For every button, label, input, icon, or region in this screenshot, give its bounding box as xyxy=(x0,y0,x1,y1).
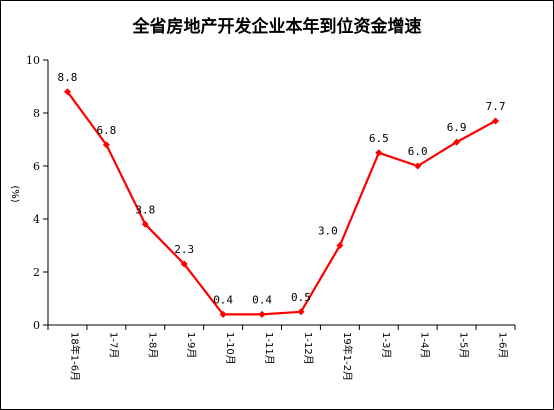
data-label: 3.0 xyxy=(318,225,338,238)
plot-area: 0 2 4 6 8 10 18年1-6月 1-7月 1-8月 1-9月 1-10月 1-11月 1-1… xyxy=(26,54,516,381)
data-label: 0.5 xyxy=(291,291,311,304)
x-tick-label: 1-3月 xyxy=(380,332,392,358)
data-point xyxy=(63,88,71,96)
data-label: 0.4 xyxy=(252,293,272,306)
data-point xyxy=(102,141,110,149)
data-point xyxy=(492,117,500,125)
x-tick-label: 19年1-2月 xyxy=(341,332,354,381)
x-tick-label: 1-4月 xyxy=(419,332,431,358)
y-axis: 0 2 4 6 8 10 xyxy=(26,54,49,332)
x-tick-label: 18年1-6月 xyxy=(68,332,81,381)
data-label: 6.9 xyxy=(447,121,467,134)
x-tick-label: 1-10月 xyxy=(224,332,236,365)
data-point xyxy=(141,220,149,228)
x-tick-label: 1-7月 xyxy=(107,332,119,358)
data-point xyxy=(375,149,383,157)
data-label: 3.8 xyxy=(135,203,155,216)
x-tick-label: 1-9月 xyxy=(185,332,197,358)
y-axis-label: (%) xyxy=(9,185,20,202)
data-point xyxy=(297,308,305,316)
y-tick-label: 4 xyxy=(33,213,40,226)
data-label: 6.0 xyxy=(408,145,428,158)
chart-title: 全省房地产开发企业本年到位资金增速 xyxy=(132,16,422,37)
x-axis: 18年1-6月 1-7月 1-8月 1-9月 1-10月 1-11月 1-12月 19年1-2… xyxy=(47,324,516,381)
data-point xyxy=(180,260,188,268)
series-line-group xyxy=(63,88,500,318)
data-label: 6.5 xyxy=(369,132,389,145)
series-line xyxy=(66,91,497,316)
data-labels: 8.8 6.8 3.8 2.3 0.4 0.4 0.5 3.0 6.5 6.0 6.9 7.7 xyxy=(58,71,506,307)
y-tick-label: 10 xyxy=(26,54,40,67)
x-tick-label: 1-5月 xyxy=(458,332,470,358)
data-label: 2.3 xyxy=(174,243,194,256)
x-tick-label: 1-8月 xyxy=(146,332,158,358)
x-tick-label: 1-6月 xyxy=(497,332,509,358)
y-tick-label: 6 xyxy=(33,160,40,173)
data-point xyxy=(219,310,227,318)
data-point xyxy=(336,242,344,249)
data-point xyxy=(414,162,422,170)
y-tick-label: 8 xyxy=(33,107,40,120)
y-tick-label: 0 xyxy=(33,319,40,332)
y-tick-label: 2 xyxy=(33,266,40,279)
x-tick-label: 1-11月 xyxy=(263,332,275,365)
data-label: 0.4 xyxy=(213,293,233,306)
data-label: 8.8 xyxy=(58,71,78,84)
data-point xyxy=(258,310,266,318)
data-label: 6.8 xyxy=(96,124,116,137)
data-label: 7.7 xyxy=(486,100,506,113)
x-tick-label: 1-12月 xyxy=(302,332,314,365)
data-point xyxy=(453,138,461,146)
